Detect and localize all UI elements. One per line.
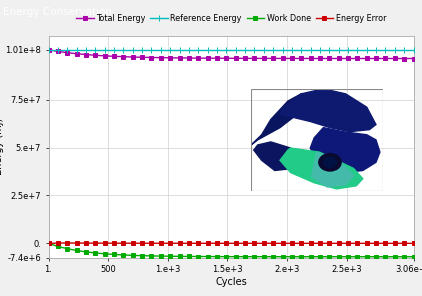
Circle shape [323,157,336,168]
Legend: Total Energy, Reference Energy, Work Done, Energy Error: Total Energy, Reference Energy, Work Don… [73,11,390,26]
Polygon shape [251,94,306,145]
Y-axis label: Energy (mJ): Energy (mJ) [0,118,4,175]
Polygon shape [254,142,301,170]
Polygon shape [310,128,380,173]
Polygon shape [311,152,354,187]
Polygon shape [280,148,363,189]
Circle shape [319,154,341,171]
Polygon shape [280,89,376,132]
X-axis label: Cycles: Cycles [215,277,247,287]
Text: Energy Conservation: Energy Conservation [3,7,112,17]
